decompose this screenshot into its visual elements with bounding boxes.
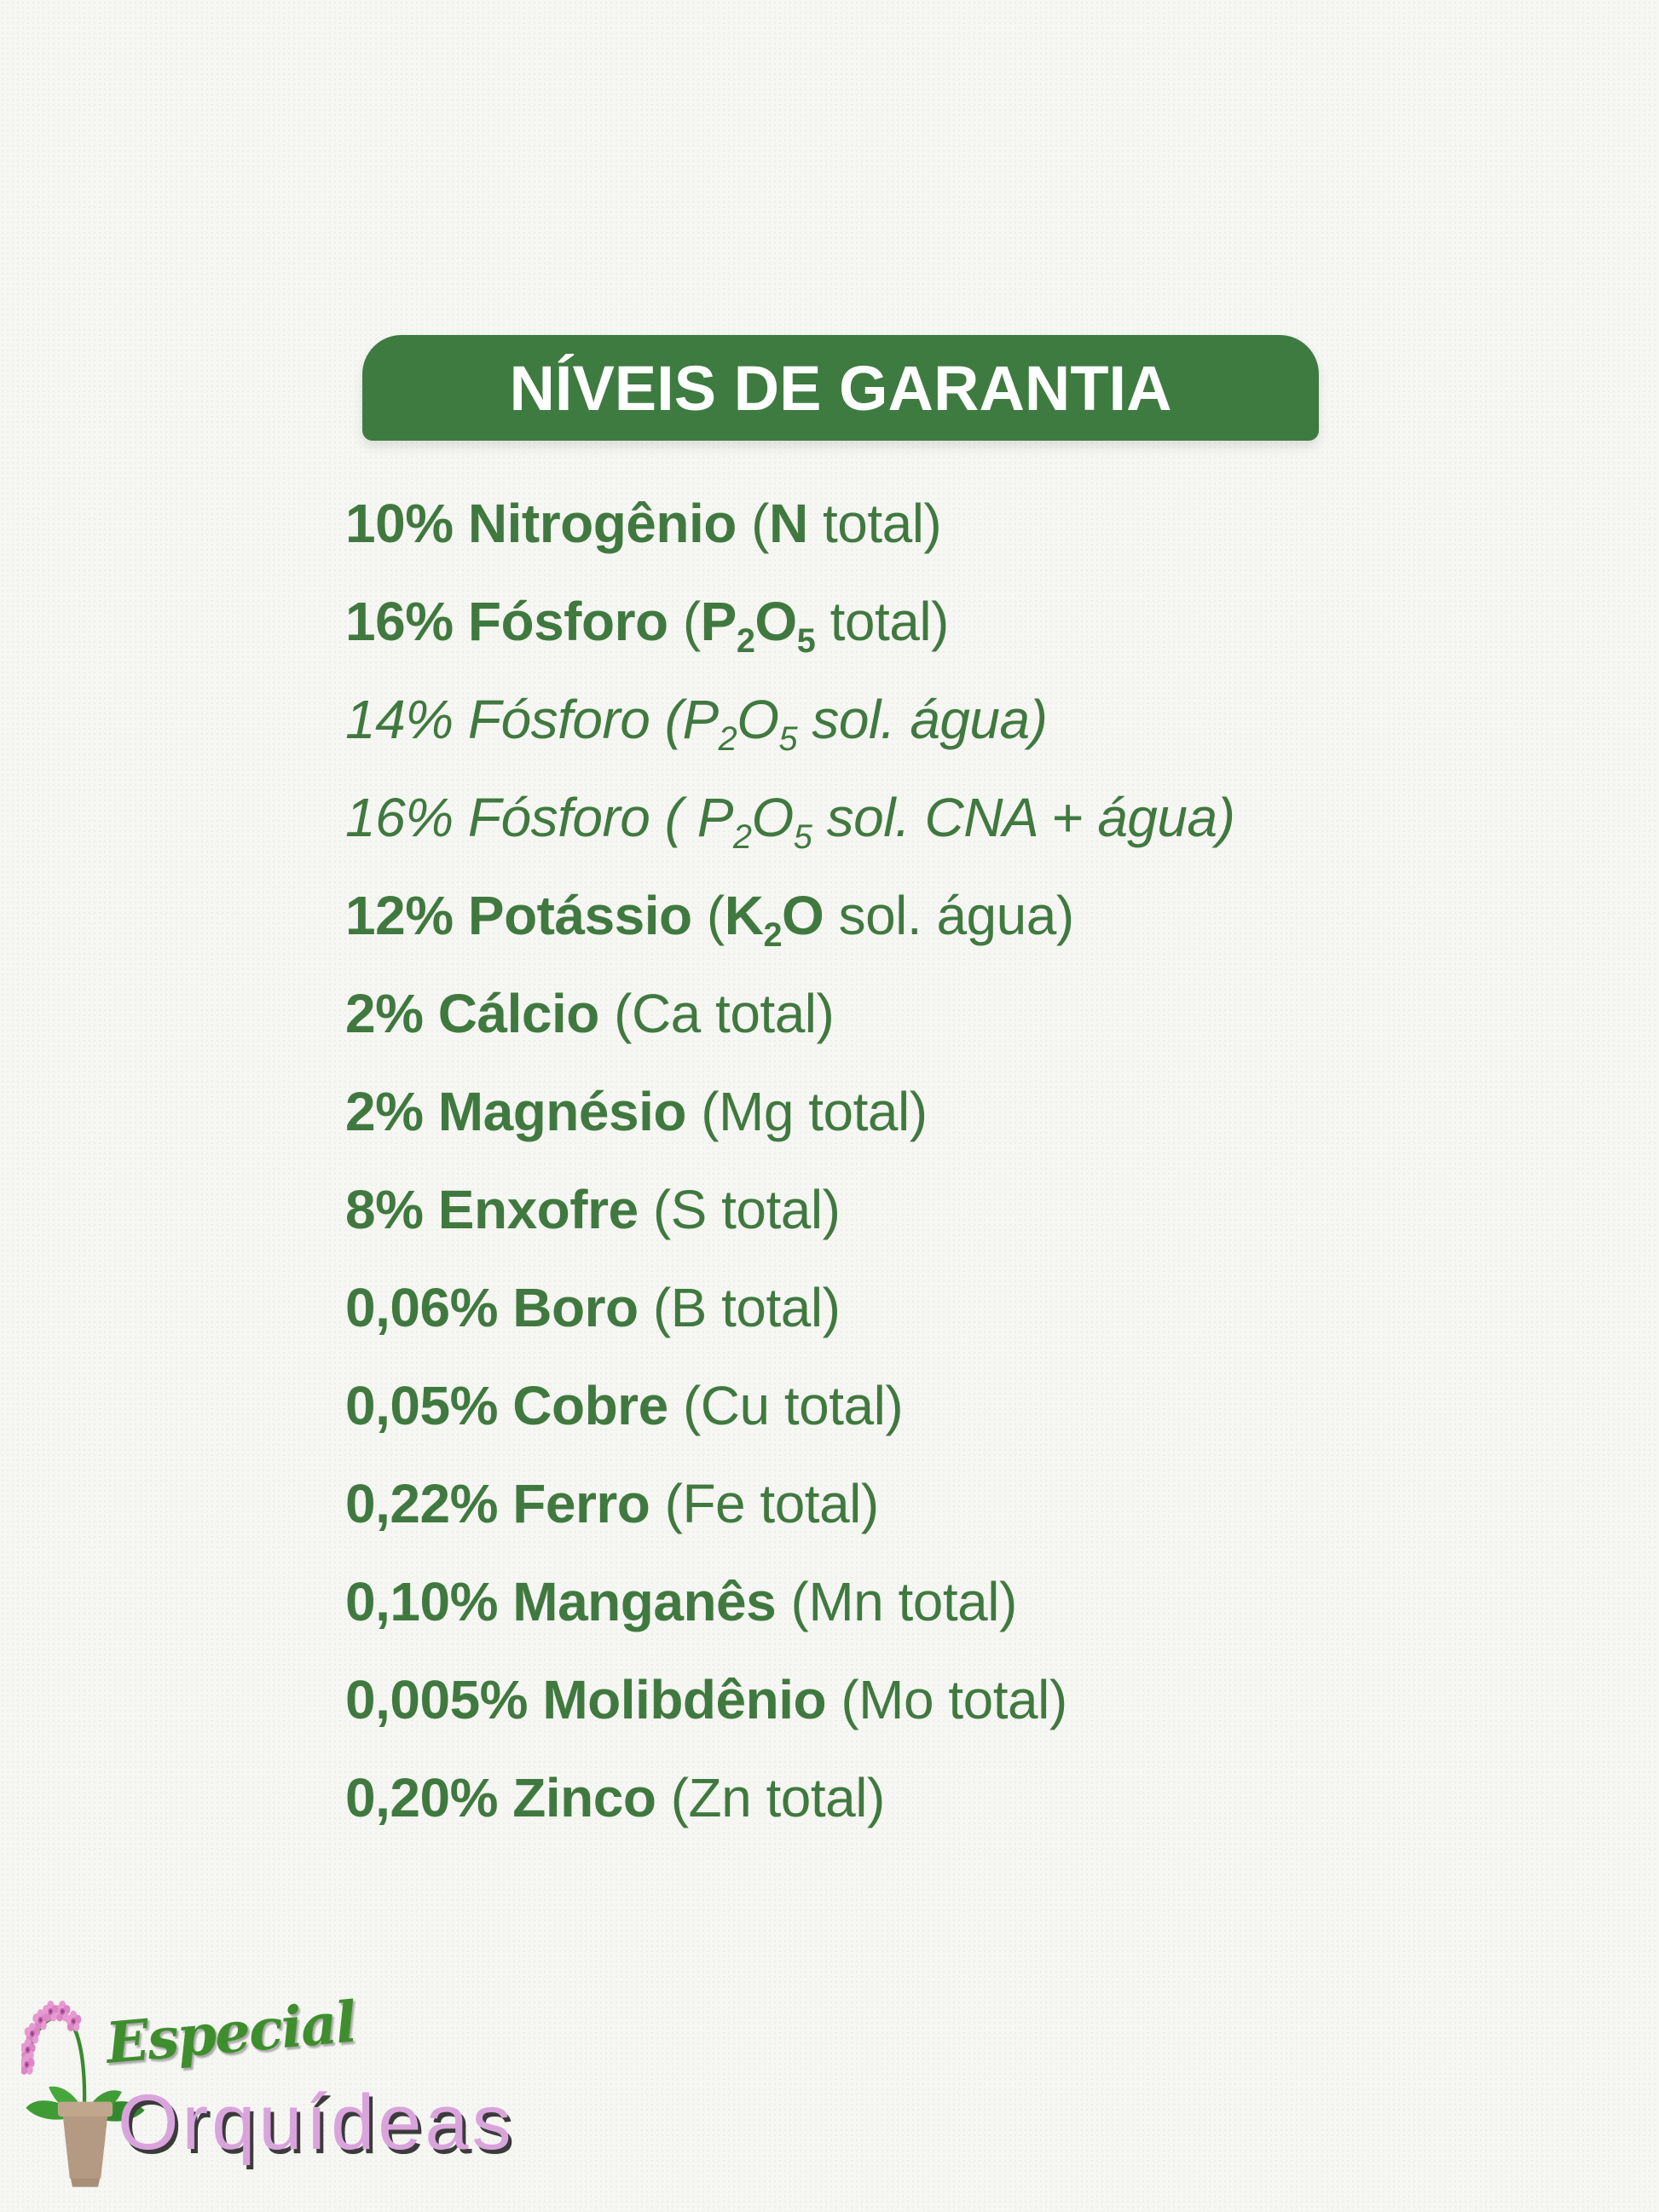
nutrient-line: 2% Magnésio (Mg total): [345, 1062, 1454, 1160]
nutrient-segment: (Mo total): [826, 1668, 1067, 1730]
nutrient-segment: (S total): [638, 1178, 841, 1240]
nutrient-segment: 16% Fósforo: [345, 590, 683, 652]
nutrient-line: 8% Enxofre (S total): [345, 1160, 1454, 1258]
nutrient-line: 0,005% Molibdênio (Mo total): [345, 1650, 1454, 1748]
nutrient-segment: 14% Fósforo (P: [345, 688, 719, 750]
nutrient-segment: 2% Magnésio: [345, 1080, 686, 1142]
nutrient-segment: (: [751, 492, 769, 554]
nutrient-segment: (Mg total): [685, 1080, 928, 1142]
nutrient-segment: 2: [763, 915, 783, 954]
nutrient-segment: 2: [732, 817, 752, 856]
banner-title: NÍVEIS DE GARANTIA: [509, 352, 1172, 424]
nutrient-segment: 0,06% Boro: [345, 1276, 639, 1338]
nutrient-line: 0,22% Ferro (Fe total): [345, 1454, 1454, 1552]
nutrient-segment: 16% Fósforo ( P: [345, 786, 733, 848]
nutrient-segment: 0,05% Cobre: [345, 1374, 668, 1436]
nutrient-list: 10% Nitrogênio (N total) 16% Fósforo (P 2 O…: [345, 474, 1454, 1846]
guarantee-levels-banner: NÍVEIS DE GARANTIA: [362, 335, 1319, 441]
nutrient-segment: (Ca total): [598, 982, 835, 1044]
nutrient-segment: 5: [793, 817, 812, 856]
nutrient-segment: 5: [778, 719, 798, 758]
nutrient-segment: 8% Enxofre: [345, 1178, 639, 1240]
nutrient-segment: 0,005% Molibdênio: [345, 1668, 827, 1730]
nutrient-segment: P: [700, 590, 737, 652]
nutrient-segment: 0,22% Ferro: [345, 1472, 650, 1534]
nutrient-segment: 2% Cálcio: [345, 982, 599, 1044]
nutrient-segment: 0,20% Zinco: [345, 1766, 656, 1828]
nutrient-segment: (Cu total): [668, 1374, 904, 1436]
nutrient-segment: O: [782, 884, 824, 946]
nutrient-line: 0,06% Boro (B total): [345, 1258, 1454, 1356]
nutrient-segment: 2: [718, 719, 737, 758]
nutrient-segment: (: [682, 590, 701, 652]
nutrient-segment: (Fe total): [650, 1472, 880, 1534]
nutrient-line: 14% Fósforo (P 2 O 5 sol. água): [345, 670, 1454, 768]
nutrient-segment: sol. CNA + água): [812, 786, 1235, 848]
nutrient-line: 0,10% Manganês (Mn total): [345, 1552, 1454, 1650]
nutrient-line: 0,05% Cobre (Cu total): [345, 1356, 1454, 1454]
nutrient-segment: total): [807, 492, 942, 554]
nutrient-segment: O: [751, 786, 794, 848]
nutrient-line: 2% Cálcio (Ca total): [345, 964, 1454, 1062]
nutrient-segment: (Mn total): [776, 1570, 1018, 1632]
nutrient-line: 0,20% Zinco (Zn total): [345, 1748, 1454, 1846]
nutrient-line: 10% Nitrogênio (N total): [345, 474, 1454, 572]
nutrient-segment: 5: [796, 621, 816, 660]
nutrient-segment: 12% Potássio: [345, 884, 707, 946]
nutrient-segment: 10% Nitrogênio: [345, 492, 752, 554]
nutrient-line: 12% Potássio (K 2 O sol. água): [345, 866, 1454, 964]
nutrient-segment: (Zn total): [656, 1766, 886, 1828]
nutrient-segment: O: [754, 590, 797, 652]
nutrient-segment: 2: [736, 621, 755, 660]
nutrient-segment: (: [706, 884, 725, 946]
orchid-pot-icon: [21, 2000, 145, 2187]
brand-logo: Especial Orquídeas: [0, 1969, 648, 2212]
nutrient-segment: (B total): [638, 1276, 841, 1338]
nutrient-segment: O: [737, 688, 779, 750]
nutrient-line: 16% Fósforo (P 2 O 5 total): [345, 572, 1454, 670]
nutrient-segment: sol. água): [797, 688, 1048, 750]
nutrient-segment: 0,10% Manganês: [345, 1570, 777, 1632]
brand-word-orquideas: Orquídeas: [118, 2079, 515, 2166]
nutrient-segment: total): [815, 590, 950, 652]
nutrient-segment: sol. água): [824, 884, 1075, 946]
nutrient-segment: K: [724, 884, 764, 946]
nutrient-segment: N: [768, 492, 808, 554]
